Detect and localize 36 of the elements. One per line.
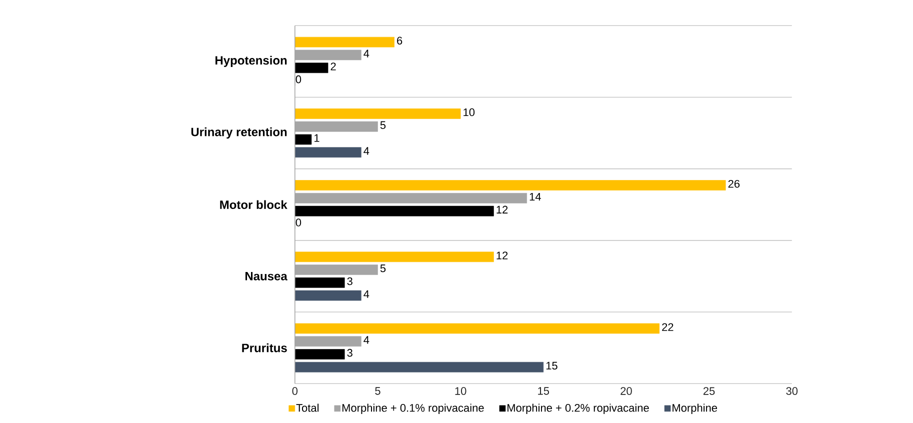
- data-label: 12: [496, 206, 508, 214]
- y-tick-label: Nausea: [245, 272, 288, 280]
- data-label: 4: [364, 336, 370, 344]
- data-label: 4: [364, 290, 370, 298]
- data-label: 1: [314, 134, 320, 142]
- legend-label: Total: [296, 404, 319, 412]
- x-tick-label: 10: [455, 387, 466, 395]
- data-label: 10: [464, 108, 475, 116]
- data-label: 5: [380, 121, 386, 129]
- data-label: 22: [662, 323, 674, 331]
- data-label: 2: [330, 62, 336, 70]
- data-label: 15: [546, 362, 558, 370]
- y-tick-label: Motor block: [220, 200, 288, 210]
- legend-label: Morphine + 0.1% ropivacaine: [342, 404, 484, 414]
- data-label: 6: [397, 36, 402, 45]
- x-tick-label: 30: [786, 387, 798, 395]
- data-label: 5: [380, 264, 386, 272]
- data-label: 4: [364, 50, 370, 58]
- data-label: 4: [364, 147, 370, 155]
- x-tick-label: 25: [703, 387, 715, 395]
- y-tick-label: Urinary retention: [191, 127, 287, 139]
- data-label: 14: [530, 192, 541, 201]
- data-label: 3: [347, 277, 352, 286]
- y-tick-label: Hypotension: [215, 56, 287, 68]
- data-label: 3: [347, 348, 352, 357]
- y-tick-label: Pruritus: [242, 343, 287, 352]
- data-label: 12: [496, 252, 508, 260]
- data-label: 0: [296, 218, 302, 226]
- x-tick-label: 0: [292, 387, 298, 395]
- data-label: 26: [728, 180, 740, 188]
- x-tick-label: 5: [375, 387, 380, 395]
- x-tick-label: 15: [538, 387, 550, 395]
- legend-label: Morphine: [672, 404, 718, 414]
- data-label: 0: [296, 75, 302, 84]
- x-tick-label: 20: [620, 387, 632, 395]
- legend-label: Morphine + 0.2% ropivacaine: [508, 404, 649, 414]
